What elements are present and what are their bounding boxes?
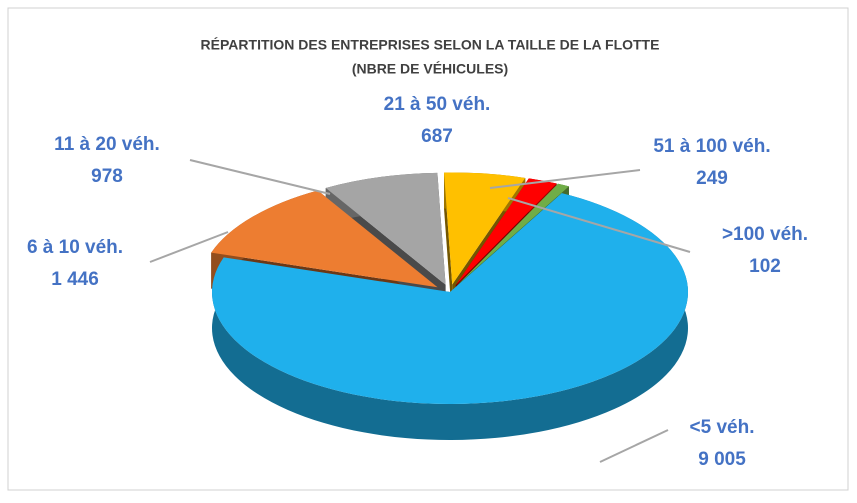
value-label: 1 446 [51, 269, 99, 290]
value-label: 102 [749, 256, 781, 277]
slice-cut-face [444, 172, 453, 321]
value-label: 978 [91, 166, 123, 187]
value-label: 687 [421, 126, 453, 147]
value-label: 249 [696, 168, 728, 189]
pie-slice [444, 172, 526, 285]
leader-line [507, 197, 691, 253]
category-label: 6 à 10 véh. [27, 237, 123, 258]
category-label: <5 véh. [690, 417, 755, 438]
pie-slice [457, 183, 569, 286]
chart-title: (NBRE DE VÉHICULES) [352, 61, 508, 77]
leader-line [189, 159, 331, 195]
category-label: 11 à 20 véh. [54, 134, 160, 155]
pie-slice [211, 190, 438, 288]
leader-line [149, 231, 229, 263]
chart-title: RÉPARTITION DES ENTREPRISES SELON LA TAI… [201, 37, 660, 53]
leader-line [599, 429, 669, 463]
value-label: 9 005 [698, 449, 746, 470]
category-label: 21 à 50 véh. [384, 94, 491, 115]
pie-slice [325, 172, 446, 285]
category-label: 51 à 100 véh. [653, 136, 770, 157]
category-label: >100 véh. [722, 224, 808, 245]
pie-slice [212, 193, 689, 404]
leader-line [489, 169, 641, 189]
